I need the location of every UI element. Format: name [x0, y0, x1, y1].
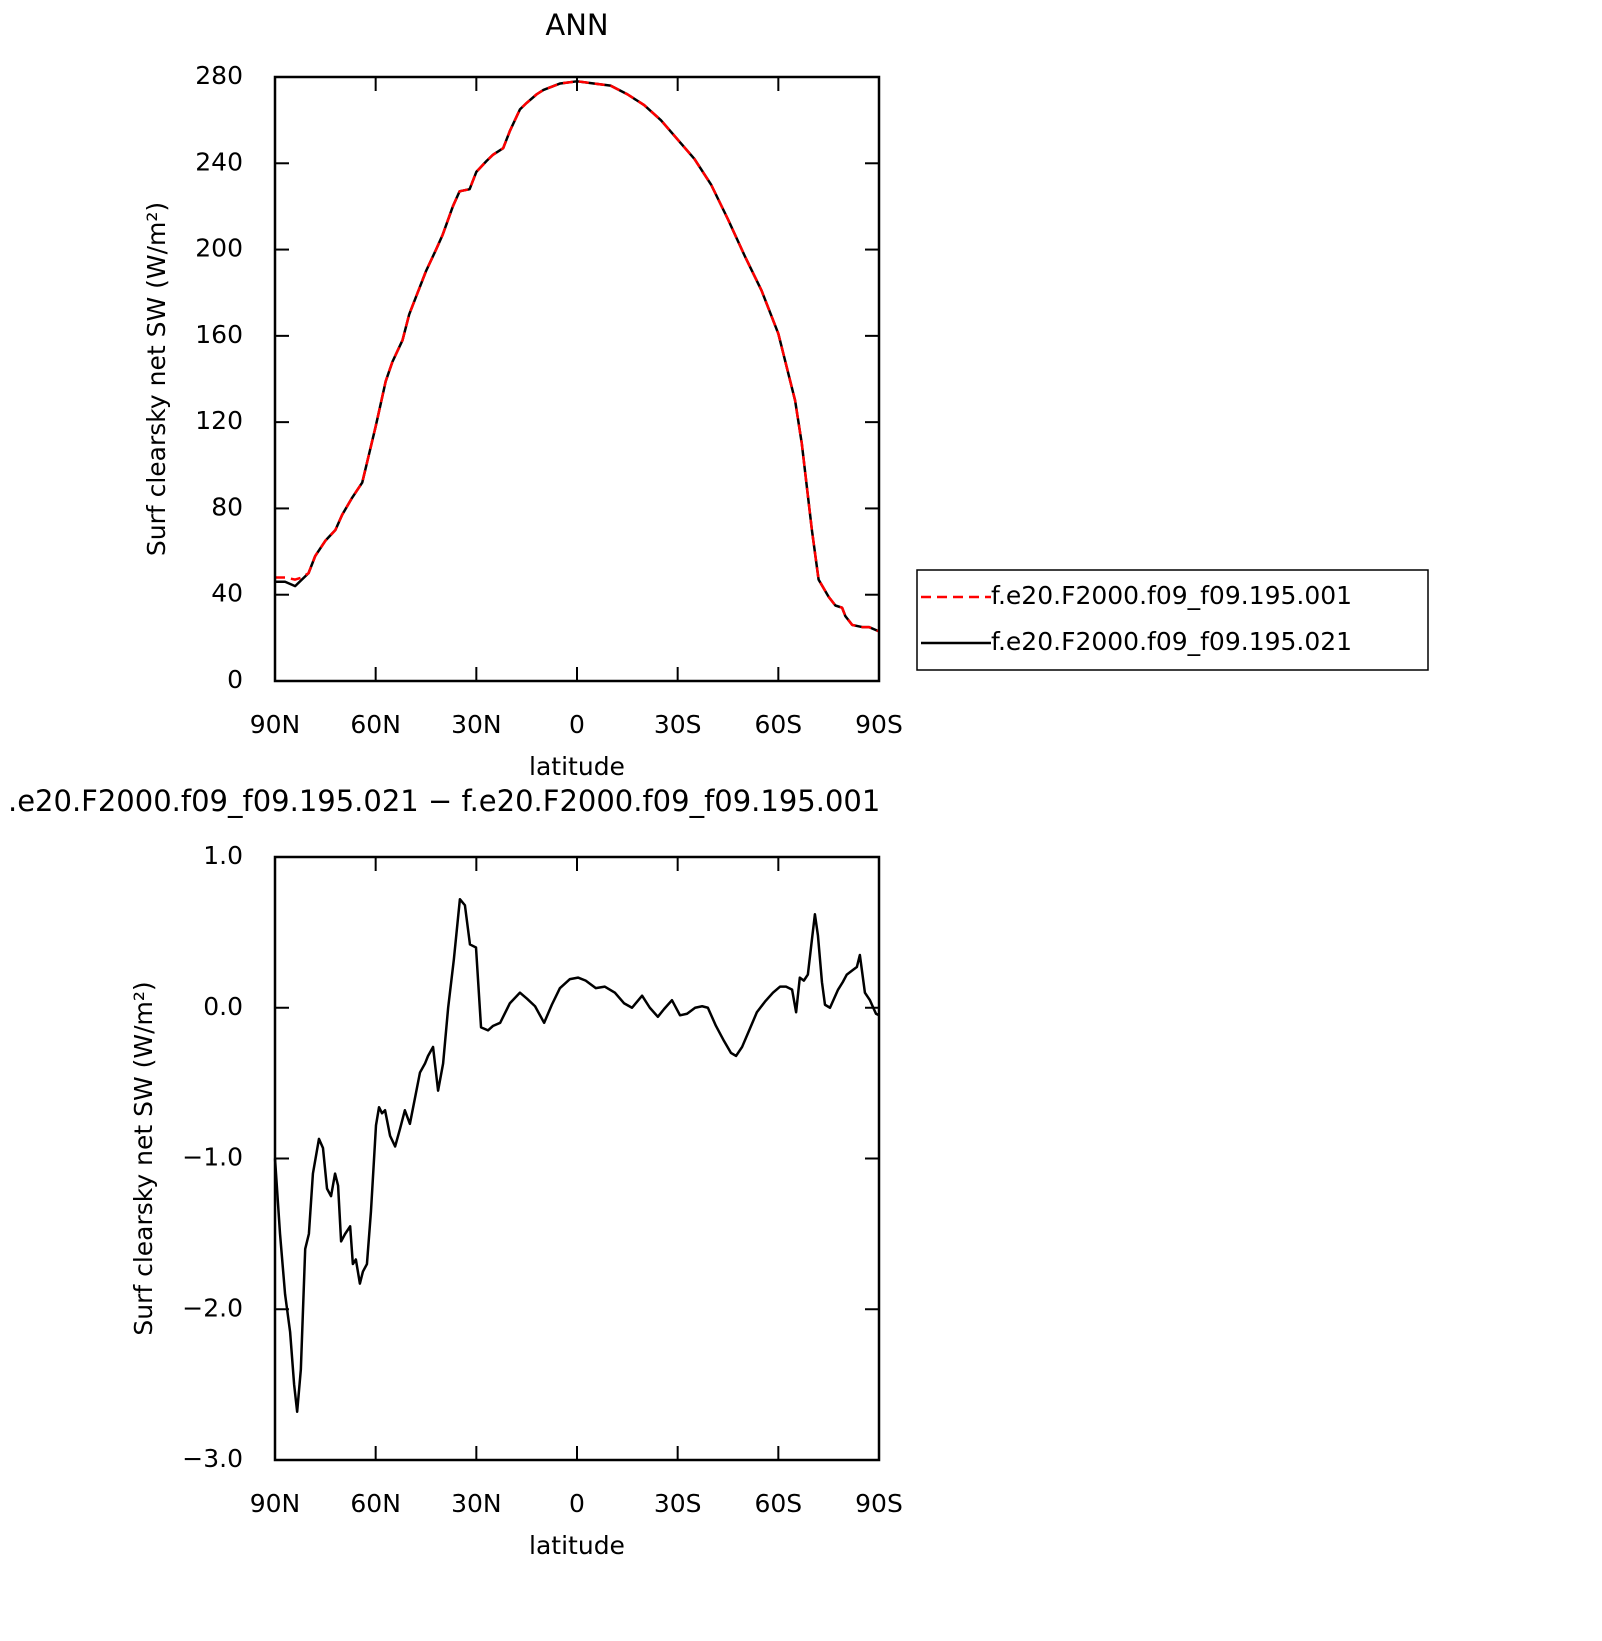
y-tick-label: −3.0: [182, 1444, 243, 1473]
x-tick-label: 30N: [451, 1489, 502, 1518]
y-tick-label: 80: [211, 492, 243, 521]
legend-box: [916, 569, 1429, 671]
x-axis-label: latitude: [529, 752, 625, 781]
y-tick-label: −2.0: [182, 1293, 243, 1322]
y-axis-label: Surf clearsky net SW (W/m²): [142, 202, 171, 556]
series-line: [273, 897, 880, 1414]
x-tick-label: 60N: [350, 1489, 401, 1518]
series-line: [275, 80, 880, 633]
x-tick-label: 30N: [451, 710, 502, 739]
series-line: [275, 80, 880, 633]
x-tick-label: 90N: [250, 710, 301, 739]
x-tick-label: 30S: [654, 710, 702, 739]
x-tick-label: 30S: [654, 1489, 702, 1518]
x-tick-label: 0: [569, 710, 585, 739]
y-tick-label: 240: [195, 147, 243, 176]
y-tick-label: 0: [227, 665, 243, 694]
legend-label: f.e20.F2000.f09_f09.195.001: [991, 581, 1352, 610]
x-axis-label: latitude: [529, 1531, 625, 1560]
x-tick-label: 90N: [250, 1489, 301, 1518]
legend-label: f.e20.F2000.f09_f09.195.021: [991, 627, 1352, 656]
y-axis-label: Surf clearsky net SW (W/m²): [129, 981, 158, 1335]
chart-title: .e20.F2000.f09_f09.195.021 − f.e20.F2000…: [8, 784, 880, 818]
plot-frame: [273, 855, 881, 1462]
x-tick-label: 90S: [855, 1489, 903, 1518]
x-tick-label: 60S: [754, 1489, 802, 1518]
x-tick-label: 60S: [754, 710, 802, 739]
x-tick-label: 0: [569, 1489, 585, 1518]
y-tick-label: 40: [211, 579, 243, 608]
x-tick-label: 60N: [350, 710, 401, 739]
y-tick-label: 200: [195, 234, 243, 263]
y-tick-label: 160: [195, 320, 243, 349]
x-tick-label: 90S: [855, 710, 903, 739]
y-tick-label: 1.0: [203, 841, 243, 870]
y-tick-label: 0.0: [203, 992, 243, 1021]
y-tick-label: −1.0: [182, 1143, 243, 1172]
plot-frame: [273, 75, 881, 683]
y-tick-label: 120: [195, 406, 243, 435]
y-tick-label: 280: [195, 61, 243, 90]
chart-title: ANN: [545, 8, 608, 42]
